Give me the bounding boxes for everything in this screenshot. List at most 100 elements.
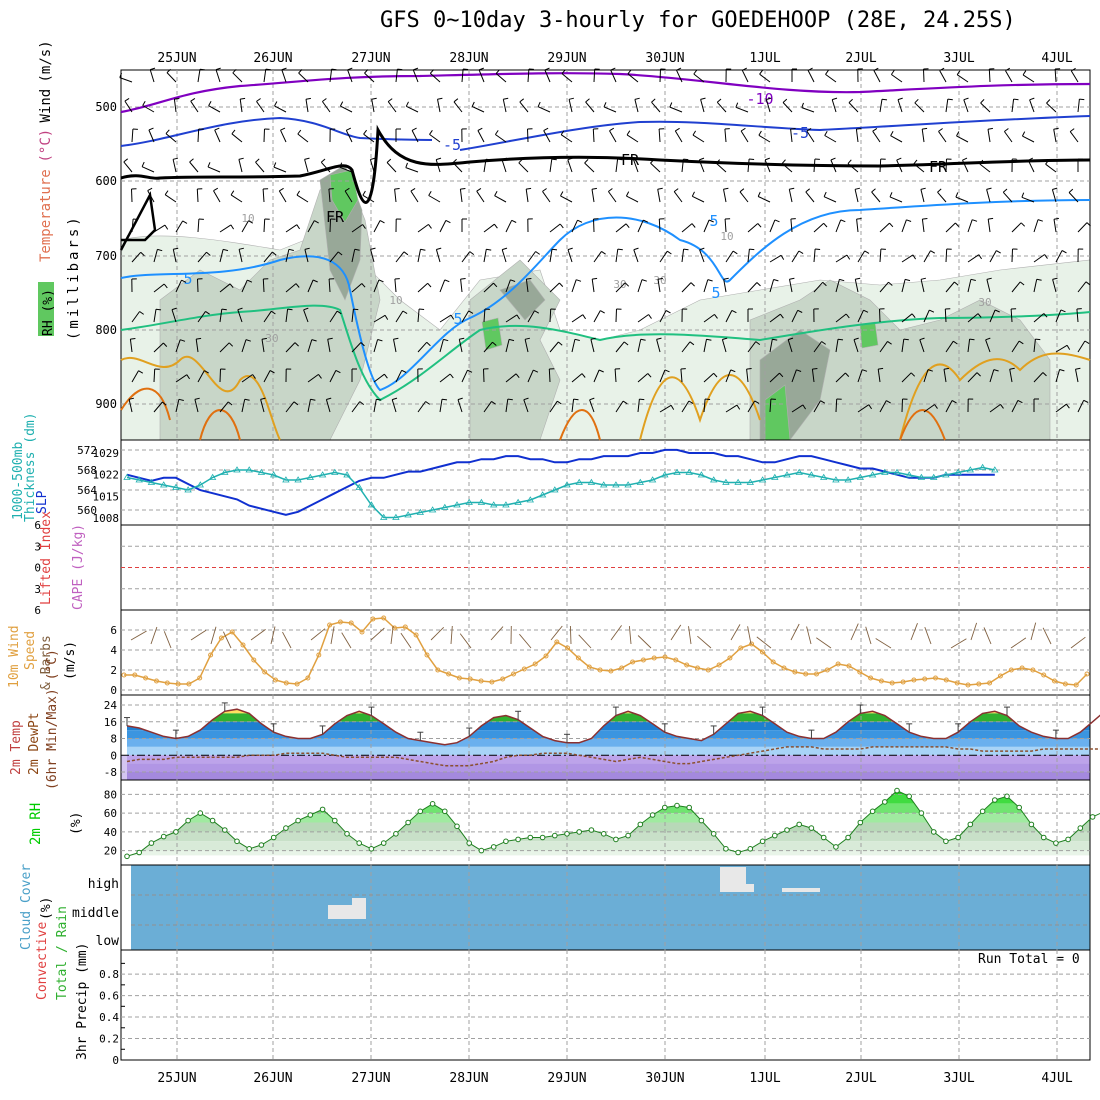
wind-speed-point (619, 665, 625, 671)
wind-barb-flag (460, 188, 466, 190)
thickness-point (832, 476, 840, 483)
wind-speed-line (124, 617, 1088, 686)
wind-barb (527, 68, 530, 83)
thickness-point (856, 473, 865, 480)
wind-speed-point (673, 657, 679, 663)
temp-tick: 24 (104, 699, 118, 712)
wind-barb-flag (896, 157, 902, 161)
wind-barb-flag (362, 224, 366, 229)
wind-barb-flag (825, 70, 829, 75)
wind-barb (307, 220, 315, 233)
wind10m-barb (569, 625, 572, 645)
wind-barb (351, 224, 363, 233)
wind-barb-flag (617, 158, 623, 161)
wind-barb-flag (854, 187, 861, 190)
wind-barb (637, 219, 644, 233)
wind-barb-flag (386, 158, 392, 163)
wind-speed-point (814, 671, 819, 677)
wind-barb (261, 339, 265, 353)
wind-barb-flag (773, 279, 779, 282)
thickness-point (294, 476, 302, 483)
wind-barb (725, 250, 734, 263)
wind-barb (591, 189, 595, 203)
wind-barb (153, 224, 166, 233)
thickness-point (795, 468, 803, 475)
wind-barb (478, 69, 485, 83)
wind-barb (1045, 163, 1057, 173)
slp-tick: 1015 (93, 490, 120, 503)
wind-barb (567, 159, 573, 173)
wind-barb (813, 158, 816, 173)
wind-barb (129, 339, 133, 353)
wind-barb (724, 218, 727, 233)
date-label-bottom: 26JUN (253, 1071, 292, 1086)
wind-barb (263, 69, 267, 83)
wind-speed-point (684, 662, 690, 668)
date-label-top: 4JUL (1041, 51, 1072, 66)
rh-band-2 (127, 803, 1090, 814)
wind-barb (364, 72, 375, 83)
temp-ylabel-part: (6hr Min/Max) (°C) (45, 649, 60, 790)
rh-bands (127, 790, 1090, 857)
upper-air-unit: (millibars) (66, 214, 82, 340)
wind-barb-flag (303, 307, 309, 311)
wind-barb-flag (244, 398, 250, 401)
wind-barb-flag (722, 337, 728, 340)
wind-barb (873, 70, 881, 83)
wind-barb-flag (207, 162, 211, 168)
wind-barb (857, 309, 864, 323)
wind-barb-flag (812, 368, 818, 370)
wind-barb (788, 189, 793, 203)
thickness-point (978, 463, 987, 470)
wind-barb-flag (312, 279, 318, 283)
wind-speed-point (705, 667, 711, 673)
wind-barb (673, 191, 683, 203)
wind-barb (370, 249, 375, 263)
rh2m-point (478, 847, 485, 854)
rh-tick: 40 (104, 826, 117, 839)
wind-barb-flag (919, 337, 925, 341)
wind-barb (676, 69, 683, 83)
wind-barb (417, 308, 420, 323)
rh2m-point (955, 834, 961, 841)
wind-barb (1077, 281, 1087, 293)
wind-barb (363, 133, 375, 143)
wind-barb (945, 99, 949, 113)
contour-label: 5 (709, 212, 718, 230)
upper-air-tick: 700 (95, 249, 117, 263)
wind-barb (241, 374, 253, 383)
rh2m-point (735, 849, 741, 856)
rh-band-3 (127, 813, 1090, 823)
thickness-point (147, 478, 156, 485)
wind-speed-point (922, 676, 928, 682)
temp-contour-5 (120, 199, 1091, 392)
wind-barb (1077, 99, 1080, 113)
wind-barb-flag (163, 283, 168, 289)
wind-barb-flag (194, 397, 200, 400)
wind-barb (373, 373, 385, 383)
wind-barb-flag (1069, 128, 1075, 133)
date-label-top: 3JUL (943, 51, 974, 66)
wind-barb-flag (735, 102, 739, 108)
wind-barb-flag (601, 250, 606, 255)
wind-barb-flag (789, 277, 795, 280)
date-label-top: 27JUN (351, 51, 390, 66)
wind-barb (626, 134, 639, 143)
wind-barb (681, 249, 685, 263)
thickness-point (184, 486, 192, 493)
wind-barb (197, 69, 201, 83)
wind-barb-flag (665, 310, 671, 314)
wind-barb (461, 251, 471, 263)
wind-barb-flag (1018, 340, 1024, 345)
wind-barb (855, 129, 859, 143)
wind-barb-flag (436, 247, 442, 250)
wind-barb-flag (405, 162, 408, 168)
wind-barb-flag (281, 67, 287, 71)
wind-barb-flag (449, 373, 454, 379)
wind-barb (962, 159, 969, 173)
wind-barb-flag (934, 404, 938, 409)
wind10m-barb (490, 626, 504, 641)
wind-barb (571, 373, 583, 383)
thickness-tick: 572 (77, 444, 97, 457)
wind-barb (921, 219, 925, 233)
